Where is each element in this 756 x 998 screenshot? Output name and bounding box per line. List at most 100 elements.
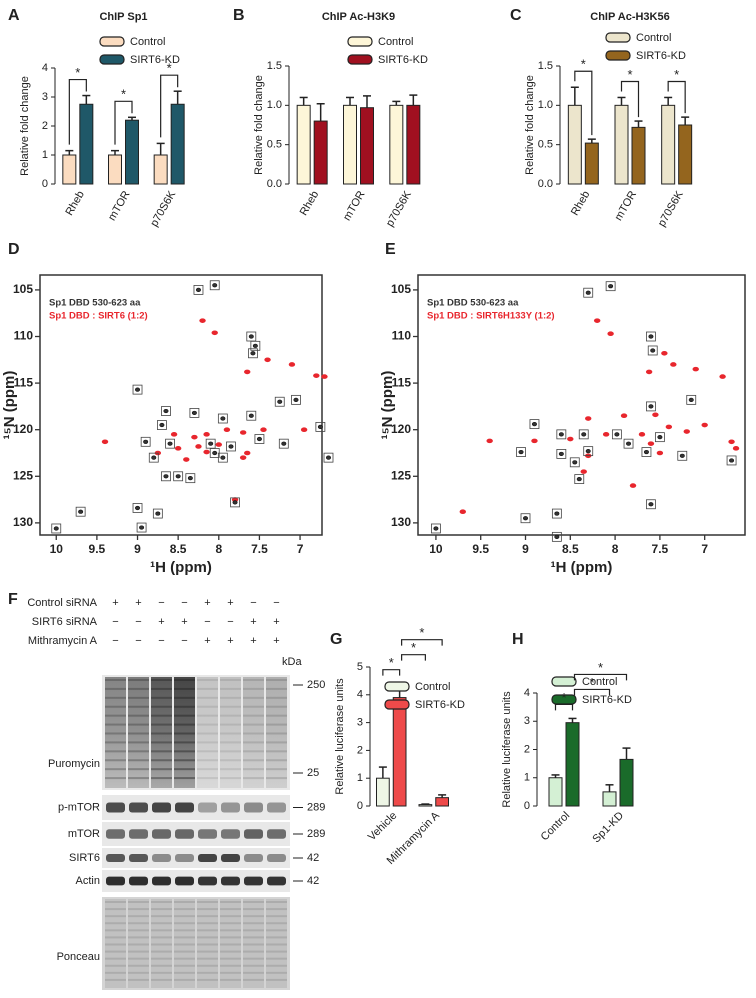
lane-band xyxy=(128,679,149,681)
band xyxy=(106,802,125,813)
lane-band xyxy=(174,741,195,744)
marker-label: 42 xyxy=(307,875,319,887)
lane-band xyxy=(128,929,149,932)
peak xyxy=(252,343,258,348)
y-tick-label: 115 xyxy=(14,375,34,389)
peak-box xyxy=(136,522,147,533)
peak xyxy=(53,526,59,531)
peak-box xyxy=(551,508,562,519)
lane-band xyxy=(220,901,241,903)
lane-band xyxy=(266,936,287,939)
bar xyxy=(389,104,404,185)
lane-band xyxy=(220,687,241,690)
lane-band xyxy=(128,964,149,967)
significance-label: * xyxy=(674,67,679,82)
y-tick-label: 110 xyxy=(14,329,34,343)
peak-box xyxy=(157,420,167,430)
lane-band xyxy=(266,929,287,932)
peak xyxy=(732,446,740,451)
lane-band xyxy=(151,957,172,960)
lane-band xyxy=(174,696,195,699)
peak-box xyxy=(165,438,175,449)
legend-swatch xyxy=(551,676,577,687)
peak xyxy=(317,424,323,429)
y-tick-label: 130 xyxy=(391,515,411,529)
lane-band xyxy=(151,922,172,925)
peak xyxy=(212,450,218,456)
y-tick-label: 115 xyxy=(392,375,412,389)
peak xyxy=(679,453,685,458)
peak-box xyxy=(556,449,567,459)
lane-sign: + xyxy=(135,597,141,609)
peak xyxy=(581,432,587,437)
lane-band xyxy=(220,922,241,925)
y-axis-label: Relative fold change xyxy=(524,75,536,175)
bar xyxy=(296,104,311,185)
peak xyxy=(220,455,226,460)
peak xyxy=(143,439,149,444)
x-tick-label: p70S6K xyxy=(656,188,686,228)
lane-band xyxy=(174,705,195,708)
lane-band xyxy=(266,705,287,708)
peak-box xyxy=(161,406,171,416)
peak xyxy=(648,404,654,409)
band xyxy=(244,876,263,886)
y-tick-label: 125 xyxy=(13,468,33,482)
lane-band xyxy=(174,929,195,932)
bar xyxy=(153,154,168,185)
peak xyxy=(585,449,591,454)
lane-band xyxy=(220,732,241,735)
peak-box xyxy=(51,523,62,534)
band xyxy=(152,876,171,886)
lane-band xyxy=(197,679,218,681)
bar xyxy=(614,104,629,185)
y-tick-label: 120 xyxy=(391,422,411,436)
panel-letter: H xyxy=(512,631,524,648)
band xyxy=(198,802,217,813)
lane-band xyxy=(243,936,264,939)
lane-band xyxy=(220,915,241,918)
x-tick-label: 7.5 xyxy=(251,542,268,556)
peak xyxy=(614,432,620,437)
lane-band xyxy=(174,777,195,780)
lane-band xyxy=(266,957,287,960)
band xyxy=(129,876,148,886)
peak-box xyxy=(132,503,143,513)
peak xyxy=(531,422,537,427)
lane-band xyxy=(197,957,218,960)
band xyxy=(244,829,263,839)
legend-label: Sp1 DBD : SIRT6 (1:2) xyxy=(49,311,148,322)
lane-band xyxy=(128,768,149,771)
lane-sign: − xyxy=(273,597,279,609)
peak xyxy=(665,424,673,430)
band xyxy=(129,829,148,839)
lane-band xyxy=(220,978,241,981)
lane-band xyxy=(105,957,126,960)
lane-band xyxy=(197,915,218,918)
lane-band xyxy=(128,915,149,918)
lane-band xyxy=(243,750,264,753)
lane-sign: + xyxy=(204,635,210,647)
peak xyxy=(264,357,271,363)
lane-band xyxy=(105,705,126,708)
band xyxy=(106,854,125,862)
unit-label: kDa xyxy=(282,656,302,668)
lane-sign: − xyxy=(227,616,233,628)
lane-band xyxy=(243,705,264,708)
bar xyxy=(418,804,433,807)
legend-swatch xyxy=(384,681,410,692)
lane-band xyxy=(197,936,218,939)
peak xyxy=(191,434,198,440)
band xyxy=(129,854,148,862)
band xyxy=(198,876,217,886)
peak xyxy=(195,444,202,449)
peak xyxy=(645,369,653,375)
legend-label: Control xyxy=(636,32,671,44)
y-tick-label: 1.0 xyxy=(267,99,282,111)
peak xyxy=(183,457,190,462)
x-tick-label: Rheb xyxy=(63,189,87,218)
legend-label: Sp1 DBD 530-623 aa xyxy=(49,298,141,309)
lane-band xyxy=(243,723,264,726)
lane-band xyxy=(105,971,126,974)
lane-band xyxy=(243,929,264,932)
